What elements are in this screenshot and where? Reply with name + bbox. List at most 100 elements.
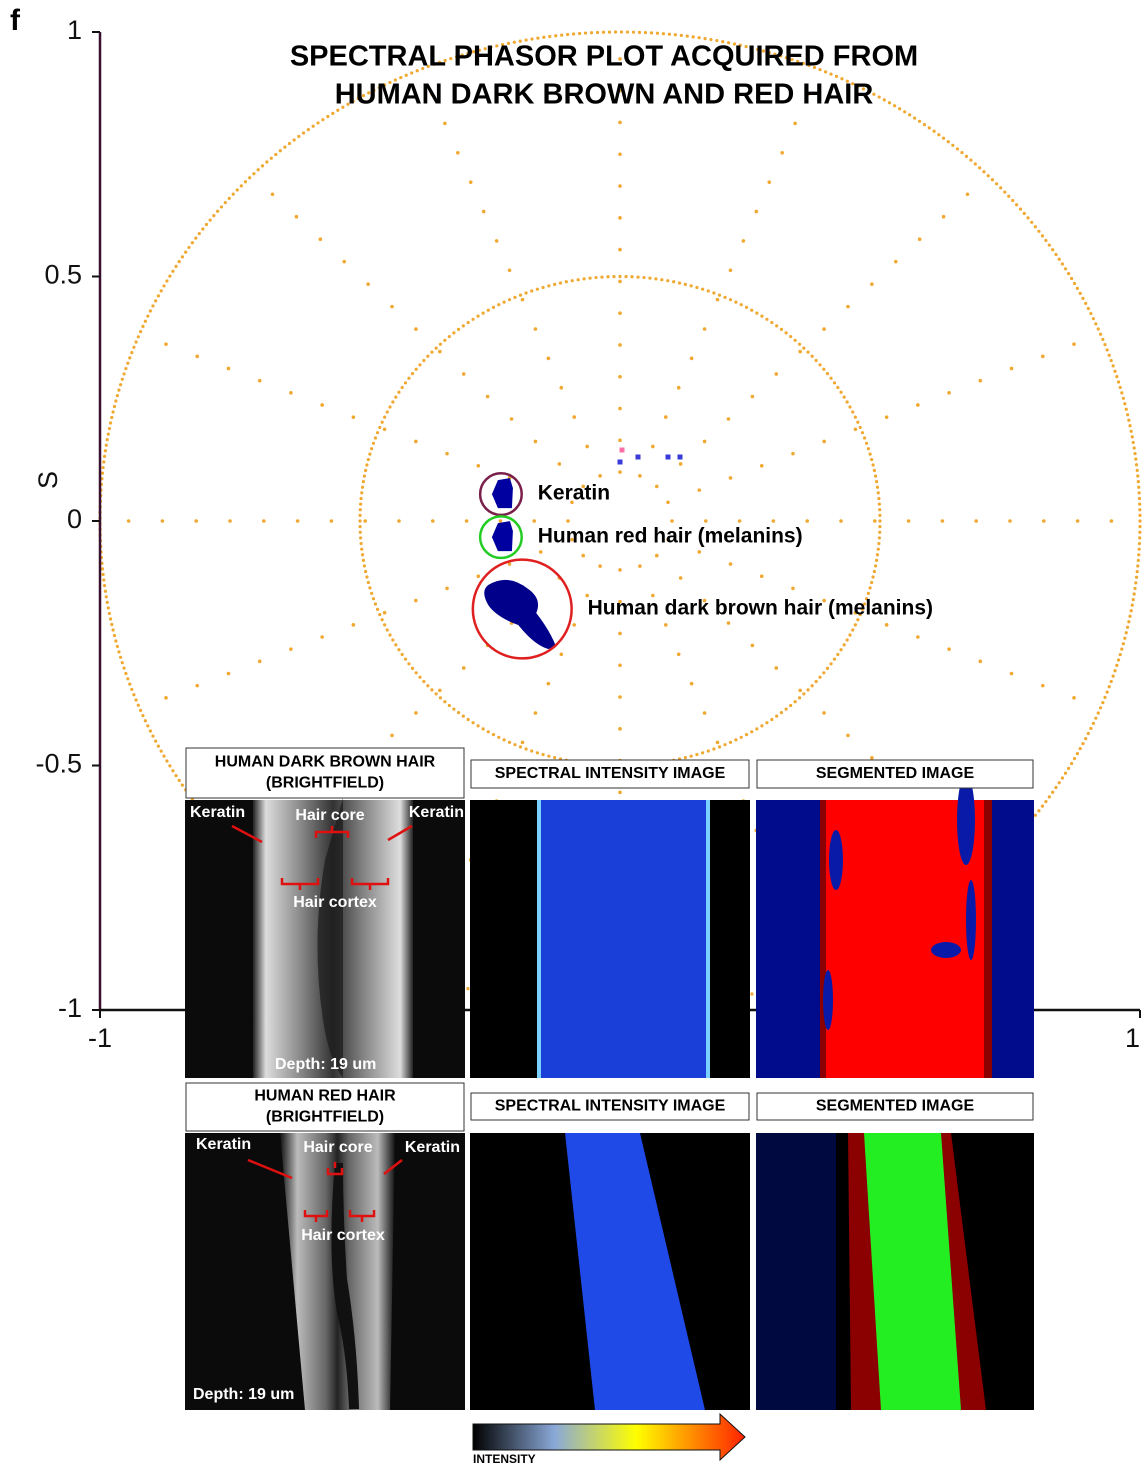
grid-dot [893,104,896,107]
grid-dot [727,621,731,625]
image-annotation: Hair core [295,807,364,824]
grid-dot [108,427,111,430]
grid-dot [1089,312,1092,315]
panel-header: SPECTRAL INTENSITY IMAGE [495,765,726,782]
grid-dot [510,417,514,421]
grid-dot [750,992,753,995]
grid-dot [1128,424,1131,427]
grid-dot [822,711,826,715]
grid-dot [559,652,563,656]
grid-dot [164,342,168,346]
grid-dot [128,356,131,359]
grid-dot [1087,732,1090,735]
grid-dot [846,734,850,738]
grid-dot [467,321,470,324]
grid-dot [664,623,668,627]
grid-dot [137,704,140,707]
grid-dot [534,327,538,331]
grid-dot [279,149,282,152]
grid-dot [692,35,695,38]
grid-dot [600,275,603,278]
grid-dot [1122,397,1125,400]
grid-dot [121,661,124,664]
chart-title: HUMAN DARK BROWN AND RED HAIR [335,79,874,111]
grid-dot [113,634,116,637]
grid-dot [174,265,177,268]
grid-dot [928,126,931,129]
grid-dot [116,645,119,648]
grid-dot [1131,604,1134,607]
grid-dot [154,740,157,743]
grid-dot [974,519,978,523]
grid-dot [130,351,133,354]
grid-dot [411,667,414,670]
grid-dot [482,210,486,214]
grid-dot [362,480,365,483]
grid-dot [508,268,512,272]
grid-dot [228,197,231,200]
grid-dot [1138,497,1141,500]
grid-dot [684,283,687,286]
grid-dot [877,497,880,500]
grid-dot [907,519,911,523]
grid-dot [195,684,199,688]
grid-dot [102,578,105,581]
grid-dot [554,34,557,37]
grid-dot [875,480,878,483]
grid-dot [1008,519,1012,523]
grid-dot [181,255,184,258]
grid-dot [107,606,110,609]
grid-dot [1120,391,1123,394]
grid-dot [751,644,755,648]
grid-dot [391,400,394,403]
grid-dot [878,95,881,98]
grid-dot [565,280,568,283]
grid-dot [258,379,262,383]
grid-dot [121,378,124,381]
grid-dot [829,377,832,380]
grid-dot [124,367,127,370]
grid-dot [690,682,694,686]
grid-dot [1048,795,1051,798]
grid-dot [648,277,651,280]
grid-dot [443,339,446,342]
grid-dot [772,519,776,523]
grid-dot [194,237,197,240]
grid-dot [822,368,825,371]
grid-dot [1134,581,1137,584]
grid-dot [885,623,889,627]
grid-dot [274,153,277,156]
grid-dot [765,721,768,724]
cluster-spot [931,942,961,958]
grid-dot [632,31,635,34]
grid-dot [415,671,418,674]
grid-dot [614,30,617,33]
grid-dot [655,485,659,489]
grid-dot [979,660,983,664]
grid-dot [374,436,377,439]
grid-dot [826,372,829,375]
grid-dot [995,182,998,185]
grid-dot [1094,717,1097,720]
cluster-spot [823,970,833,1030]
grid-dot [598,474,602,478]
grid-dot [378,426,381,429]
grid-dot [422,680,425,683]
grid-dot [404,658,407,661]
grid-dot [363,474,366,477]
grid-dot [1072,342,1076,346]
grid-dot [105,444,108,447]
grid-dot [707,289,710,292]
grid-dot [767,180,771,184]
grid-dot [289,647,293,651]
grid-dot [445,452,449,456]
grid-dot [174,774,177,777]
grid-dot [102,466,105,469]
grid-dot [755,312,758,315]
grid-dot [1110,519,1114,523]
grid-dot [991,178,994,181]
grid-dot [1138,531,1141,534]
grid-dot [618,184,622,188]
grid-dot [415,368,418,371]
grid-dot [370,447,373,450]
